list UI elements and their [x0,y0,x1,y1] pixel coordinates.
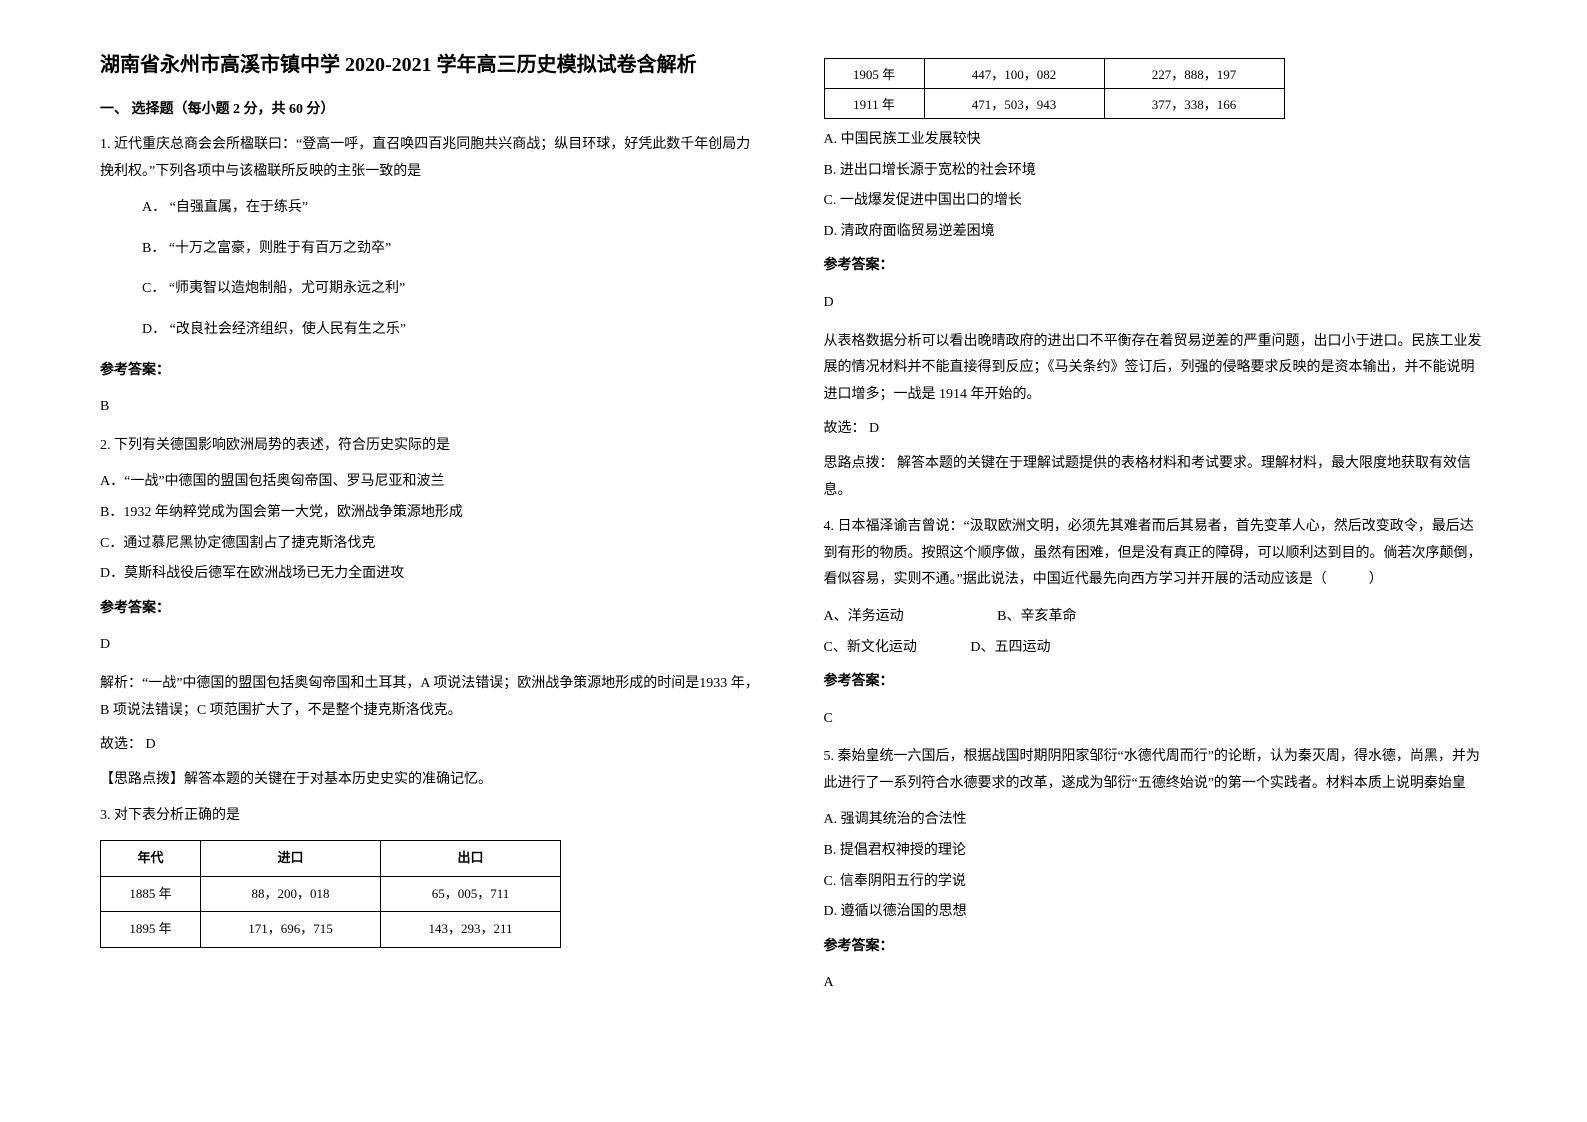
option-b: B. 进出口增长源于宽松的社会环境 [824,158,1488,185]
option-c: C． “师夷智以造炮制船，尤可期永远之利” [142,276,764,303]
tip: 思路点拨： 解答本题的关键在于理解试题提供的表格材料和考试要求。理解材料，最大限… [824,451,1488,504]
answer-value: D [100,632,764,659]
option-a: A、洋务运动 [824,604,904,631]
question-text: 3. 对下表分析正确的是 [100,803,764,830]
option-b: B、辛亥革命 [997,604,1076,631]
cell-import: 471，503，943 [924,89,1104,119]
th-export: 出口 [381,840,561,876]
table-row: 1895 年 171，696，715 143，293，211 [101,912,561,948]
option-c: C. 信奉阴阳五行的学说 [824,869,1488,896]
option-d: D、五四运动 [970,635,1050,662]
answer-value: D [824,290,1488,317]
explanation: 解析：“一战”中德国的盟国包括奥匈帝国和土耳其，A 项说法错误；欧洲战争策源地形… [100,671,764,724]
answer-label: 参考答案： [824,934,1488,961]
answer-value: C [824,706,1488,733]
option-b: B. 提倡君权神授的理论 [824,838,1488,865]
answer-label: 参考答案： [824,669,1488,696]
left-column: 湖南省永州市高溪市镇中学 2020-2021 学年高三历史模拟试卷含解析 一、 … [100,50,764,1009]
question-5: 5. 秦始皇统一六国后，根据战国时期阴阳家邹衍“水德代周而行”的论断，认为秦灭周… [824,744,1488,997]
answer-value: A [824,970,1488,997]
table-row: 1885 年 88，200，018 65，005，711 [101,876,561,912]
tip: 【思路点拨】解答本题的关键在于对基本历史史实的准确记忆。 [100,767,764,794]
cell-year: 1905 年 [824,59,924,89]
option-d: D． “改良社会经济组织，使人民有生之乐” [142,317,764,344]
option-row-1: A、洋务运动 B、辛亥革命 [824,604,1488,631]
question-2: 2. 下列有关德国影响欧洲局势的表述，符合历史实际的是 A．“一战”中德国的盟国… [100,433,764,794]
conclusion: 故选： D [824,416,1488,443]
option-a: A. 中国民族工业发展较快 [824,127,1488,154]
option-c: C、新文化运动 [824,635,917,662]
answer-label: 参考答案： [100,358,764,385]
question-3-continued: A. 中国民族工业发展较快 B. 进出口增长源于宽松的社会环境 C. 一战爆发促… [824,127,1488,504]
section-header: 一、 选择题（每小题 2 分，共 60 分） [100,98,764,118]
option-a: A．“一战”中德国的盟国包括奥匈帝国、罗马尼亚和波兰 [100,469,764,496]
question-text: 5. 秦始皇统一六国后，根据战国时期阴阳家邹衍“水德代周而行”的论断，认为秦灭周… [824,744,1488,797]
document-title: 湖南省永州市高溪市镇中学 2020-2021 学年高三历史模拟试卷含解析 [100,50,764,80]
table-header-row: 年代 进口 出口 [101,840,561,876]
option-d: D. 清政府面临贸易逆差困境 [824,219,1488,246]
option-row-2: C、新文化运动 D、五四运动 [824,635,1488,662]
option-b: B．1932 年纳粹党成为国会第一大党，欧洲战争策源地形成 [100,500,764,527]
right-column: 1905 年 447，100，082 227，888，197 1911 年 47… [824,50,1488,1009]
cell-export: 377，338，166 [1104,89,1284,119]
th-year: 年代 [101,840,201,876]
question-4: 4. 日本福泽谕吉曾说：“汲取欧洲文明，必须先其难者而后其易者，首先变革人心，然… [824,514,1488,732]
option-d: D. 遵循以德治国的思想 [824,899,1488,926]
table-row: 1905 年 447，100，082 227，888，197 [824,59,1284,89]
cell-import: 171，696，715 [201,912,381,948]
cell-year: 1885 年 [101,876,201,912]
table-row: 1911 年 471，503，943 377，338，166 [824,89,1284,119]
question-3-intro: 3. 对下表分析正确的是 年代 进口 出口 1885 年 88，200，018 … [100,803,764,948]
cell-import: 447，100，082 [924,59,1104,89]
cell-import: 88，200，018 [201,876,381,912]
question-text: 1. 近代重庆总商会会所楹联曰：“登高一呼，直召唤四百兆同胞共兴商战；纵目环球，… [100,132,764,185]
cell-export: 65，005，711 [381,876,561,912]
cell-export: 227，888，197 [1104,59,1284,89]
option-c: C. 一战爆发促进中国出口的增长 [824,188,1488,215]
conclusion: 故选： D [100,732,764,759]
option-b: B． “十万之富豪，则胜于有百万之劲卒” [142,236,764,263]
th-import: 进口 [201,840,381,876]
answer-value: B [100,394,764,421]
option-a: A. 强调其统治的合法性 [824,807,1488,834]
question-text: 4. 日本福泽谕吉曾说：“汲取欧洲文明，必须先其难者而后其易者，首先变革人心，然… [824,514,1488,594]
answer-label: 参考答案： [100,596,764,623]
explanation: 从表格数据分析可以看出晚晴政府的进出口不平衡存在着贸易逆差的严重问题，出口小于进… [824,329,1488,409]
answer-label: 参考答案： [824,253,1488,280]
option-a: A． “自强直属，在于练兵” [142,195,764,222]
cell-export: 143，293，211 [381,912,561,948]
import-export-table-part2: 1905 年 447，100，082 227，888，197 1911 年 47… [824,58,1285,119]
option-c: C．通过慕尼黑协定德国割占了捷克斯洛伐克 [100,531,764,558]
cell-year: 1911 年 [824,89,924,119]
cell-year: 1895 年 [101,912,201,948]
question-1: 1. 近代重庆总商会会所楹联曰：“登高一呼，直召唤四百兆同胞共兴商战；纵目环球，… [100,132,764,421]
option-d: D．莫斯科战役后德军在欧洲战场已无力全面进攻 [100,561,764,588]
import-export-table-part1: 年代 进口 出口 1885 年 88，200，018 65，005，711 18… [100,840,561,948]
question-text: 2. 下列有关德国影响欧洲局势的表述，符合历史实际的是 [100,433,764,460]
